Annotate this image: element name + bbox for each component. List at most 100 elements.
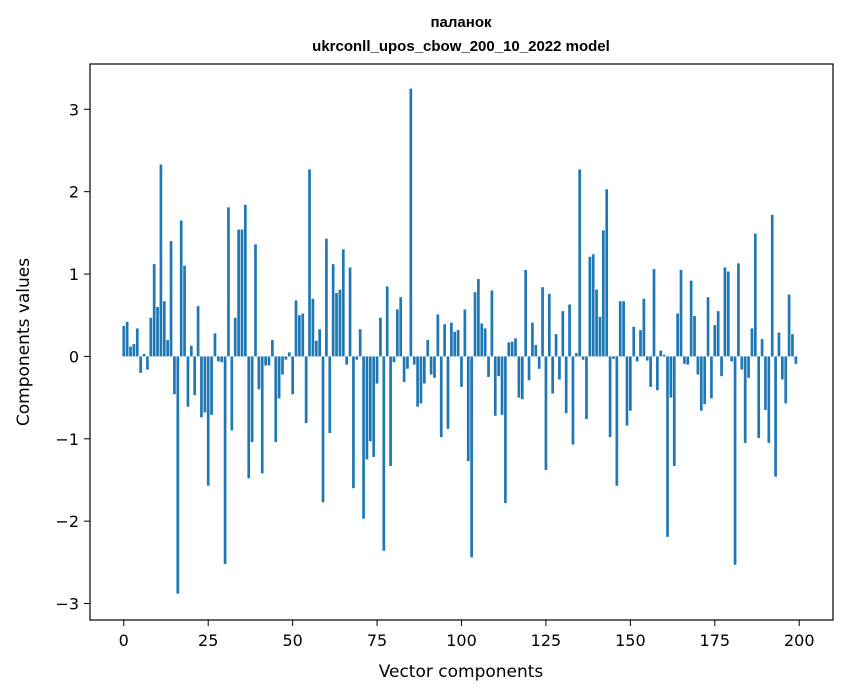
bar-component-186 [750,328,754,357]
bar-component-8 [149,317,153,357]
x-tick-label: 0 [119,631,129,650]
bar-component-187 [753,233,757,357]
bar-component-197 [787,294,791,357]
bar-component-177 [720,356,723,377]
x-tick-label: 25 [198,631,218,650]
bar-component-23 [200,356,203,418]
bar-component-40 [257,356,261,390]
bar-component-141 [598,316,602,357]
bar-component-157 [652,269,656,357]
x-tick-label: 125 [531,631,562,650]
plot-frame [89,63,834,621]
bar-component-68 [352,356,355,489]
y-tick-label: 2 [69,183,79,202]
bar-component-47 [281,356,284,375]
bar-component-102 [466,356,470,462]
bar-component-175 [713,325,717,357]
bar-component-127 [551,356,555,394]
bar-component-86 [412,356,416,365]
bar-component-178 [723,267,727,357]
bar-component-100 [460,356,463,387]
bar-component-134 [574,353,578,357]
bar-component-51 [294,300,298,357]
y-axis-ticks: −3 −2 −1 0 1 2 3 [55,100,90,614]
bar-component-101 [463,309,467,357]
bar-component-93 [436,314,440,357]
bar-component-190 [764,356,767,410]
bar-component-18 [183,265,186,357]
bar-component-183 [740,356,744,370]
bar-component-56 [311,298,315,357]
bar-component-27 [213,333,217,357]
bar-component-89 [423,356,426,384]
bar-component-95 [443,324,446,357]
bar-component-46 [277,356,281,399]
bar-component-70 [358,329,362,357]
bar-component-50 [291,356,294,395]
bar-component-52 [298,315,301,357]
bar-component-45 [274,356,278,443]
bar-component-44 [271,339,274,357]
bar-component-85 [409,88,413,357]
x-tick-label: 50 [282,631,302,650]
bar-component-176 [716,311,720,357]
bar-component-114 [507,342,511,357]
bar-component-107 [483,328,487,357]
y-tick-label: 3 [69,100,79,119]
bar-component-60 [325,238,328,357]
y-tick-label: 0 [69,347,79,366]
bar-component-166 [683,356,686,364]
bar-component-126 [547,293,551,357]
bar-component-195 [780,356,784,380]
bar-component-125 [544,356,548,471]
bar-component-31 [227,207,230,357]
bar-component-58 [318,329,321,357]
bar-component-97 [450,322,453,357]
bar-component-28 [216,356,220,362]
y-axis-label: Components values [14,258,34,426]
bar-component-180 [730,356,734,362]
bar-component-193 [774,356,777,477]
bar-component-117 [517,356,521,398]
bar-component-104 [473,292,477,357]
bar-component-65 [341,249,345,357]
bar-component-123 [537,356,541,369]
bar-component-99 [456,330,460,357]
bar-component-63 [335,292,338,357]
chart-title-line-2: ukrconll_upos_cbow_200_10_2022 model [312,38,610,55]
x-tick-label: 175 [700,631,731,650]
bar-component-160 [662,354,666,357]
bar-component-67 [348,267,352,357]
bar-component-143 [605,189,609,357]
bar-component-30 [223,356,227,564]
bar-component-109 [490,290,494,357]
bar-component-185 [747,356,750,378]
bar-component-124 [541,287,544,357]
chart-title-line-1: паланок [430,14,491,31]
bar-component-11 [159,164,163,357]
bar-component-171 [699,356,703,411]
bar-component-26 [210,356,213,415]
bar-component-132 [568,304,571,357]
bar-component-118 [520,356,524,400]
bar-component-163 [672,356,676,466]
bar-component-151 [632,326,636,357]
bar-component-61 [328,356,332,434]
bar-component-32 [230,356,234,431]
bar-component-162 [669,356,673,398]
bar-component-144 [608,356,612,438]
bar-component-4 [135,328,139,357]
bar-component-33 [233,317,237,357]
bar-component-36 [244,204,247,357]
bar-component-129 [558,356,561,380]
bar-component-140 [595,289,598,357]
bar-component-119 [524,269,528,357]
bar-component-6 [142,353,146,357]
bar-component-72 [365,356,369,460]
bar-component-76 [379,317,382,357]
bar-component-37 [247,356,251,479]
bar-component-15 [173,356,176,395]
bar-component-152 [635,356,639,362]
bar-component-159 [659,350,663,357]
bar-component-147 [618,301,622,357]
